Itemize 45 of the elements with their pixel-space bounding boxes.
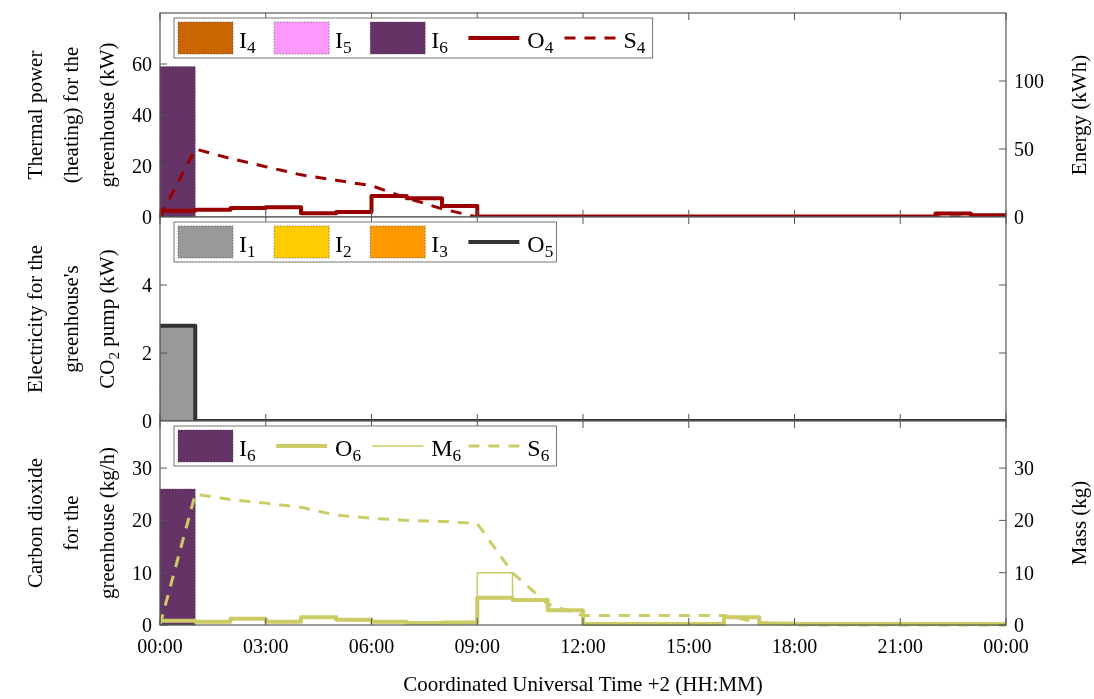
- x-tick-label: 06:00: [348, 635, 395, 657]
- x-tick-label: 18:00: [771, 635, 818, 657]
- y-tick-label: 0: [142, 614, 152, 636]
- y2-tick-label: 0: [1014, 614, 1024, 636]
- x-tick-label: 15:00: [665, 635, 712, 657]
- x-tick-label: 00:00: [983, 635, 1029, 657]
- legend-label: O$_{6}$: [335, 435, 362, 466]
- y-tick-label: 40: [132, 104, 152, 126]
- y2-axis-title: Energy (kWh): [1067, 54, 1091, 176]
- x-tick-label: 00:00: [137, 635, 183, 657]
- legend-label: S$_{6}$: [527, 435, 550, 466]
- y-tick-label: 60: [132, 53, 152, 75]
- legend-label: I$_{1}$: [239, 231, 256, 262]
- y-tick-label: 0: [142, 410, 152, 432]
- y-axis-title: Thermal power (heating) for the greenhouse (kW): [23, 42, 119, 188]
- legend-label: S$_{4}$: [623, 27, 646, 58]
- y-tick-label: 30: [132, 457, 152, 480]
- legend-label: O$_{4}$: [527, 27, 554, 58]
- y2-tick-label: 0: [1014, 206, 1024, 228]
- y-tick-label: 20: [132, 509, 152, 532]
- legend-label: O$_{5}$: [527, 231, 554, 262]
- legend-label: I$_{6}$: [431, 27, 449, 58]
- legend-label: I$_{6}$: [239, 435, 256, 466]
- legend-label: M$_{6}$: [431, 435, 462, 466]
- x-tick-label: 09:00: [454, 635, 501, 657]
- x-tick-label: 21:00: [877, 635, 924, 657]
- y-axis-title: Carbon dioxide for the greenhouse (kg/h): [23, 446, 119, 600]
- legend-label: I$_{4}$: [239, 27, 256, 58]
- legend-label: I$_{2}$: [335, 231, 352, 262]
- legend-label: I$_{3}$: [431, 231, 448, 262]
- x-axis-title: Coordinated Universal Time +2 (HH:MM): [403, 672, 763, 696]
- y-tick-label: 2: [142, 342, 152, 364]
- y-tick-label: 10: [132, 561, 152, 584]
- y2-tick-label: 100: [1014, 70, 1044, 92]
- x-tick-label: 12:00: [560, 635, 606, 657]
- legend-label: I$_{5}$: [335, 27, 352, 58]
- y2-tick-label: 20: [1014, 509, 1034, 532]
- y-tick-label: 20: [132, 155, 152, 177]
- y2-axis-title: Mass (kg): [1067, 480, 1091, 566]
- y2-tick-label: 10: [1014, 561, 1034, 584]
- x-tick-label: 03:00: [242, 635, 289, 657]
- y-tick-label: 0: [142, 206, 152, 228]
- y2-tick-label: 50: [1014, 138, 1034, 160]
- y-tick-label: 4: [142, 274, 152, 296]
- y2-tick-label: 30: [1014, 457, 1034, 480]
